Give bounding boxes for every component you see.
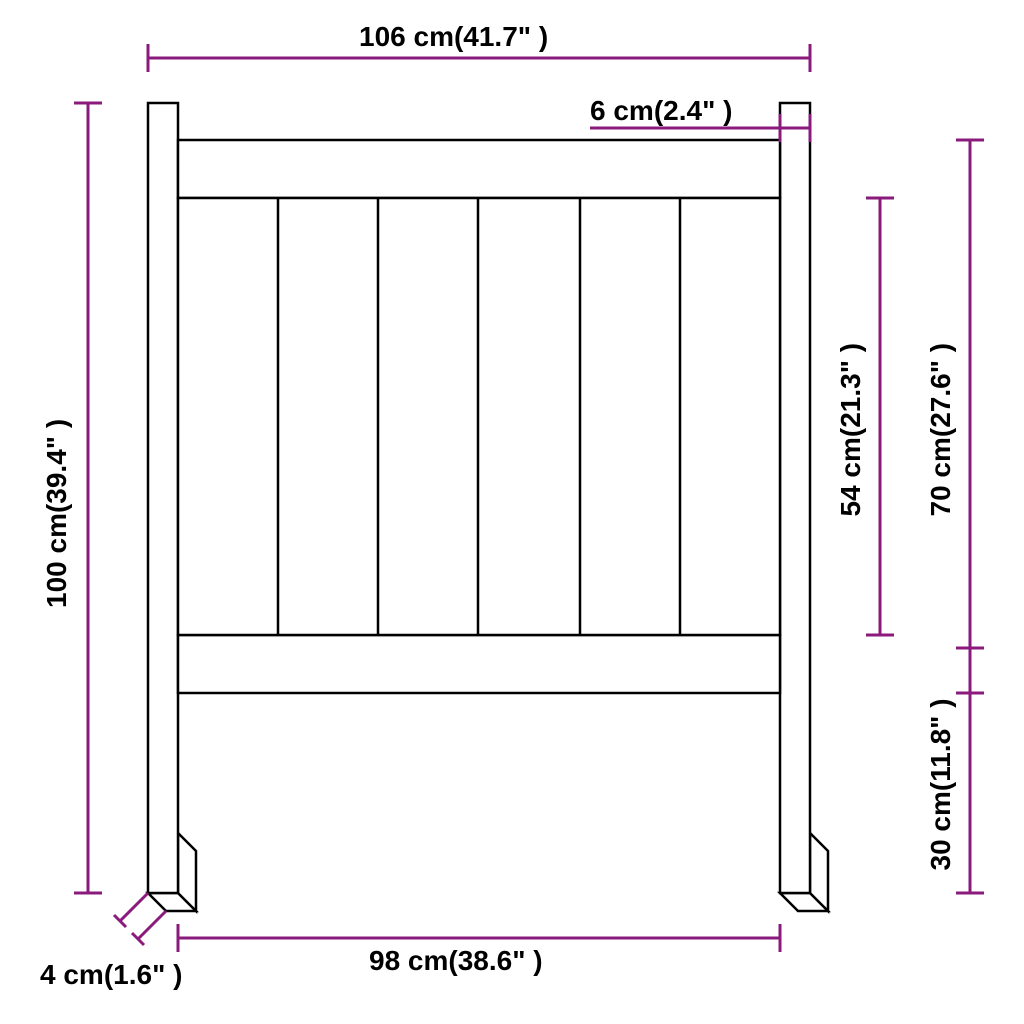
svg-text:30 cm(11.8" ): 30 cm(11.8" ) [925, 698, 956, 870]
svg-text:70 cm(27.6" ): 70 cm(27.6" ) [925, 343, 956, 517]
svg-text:98 cm(38.6" ): 98 cm(38.6" ) [369, 945, 543, 976]
svg-text:4 cm(1.6" ): 4 cm(1.6" ) [40, 959, 182, 990]
svg-text:6 cm(2.4" ): 6 cm(2.4" ) [590, 95, 732, 126]
svg-text:100 cm(39.4" ): 100 cm(39.4" ) [41, 419, 72, 608]
svg-text:54 cm(21.3" ): 54 cm(21.3" ) [835, 343, 866, 517]
svg-text:106 cm(41.7" ): 106 cm(41.7" ) [359, 21, 548, 52]
